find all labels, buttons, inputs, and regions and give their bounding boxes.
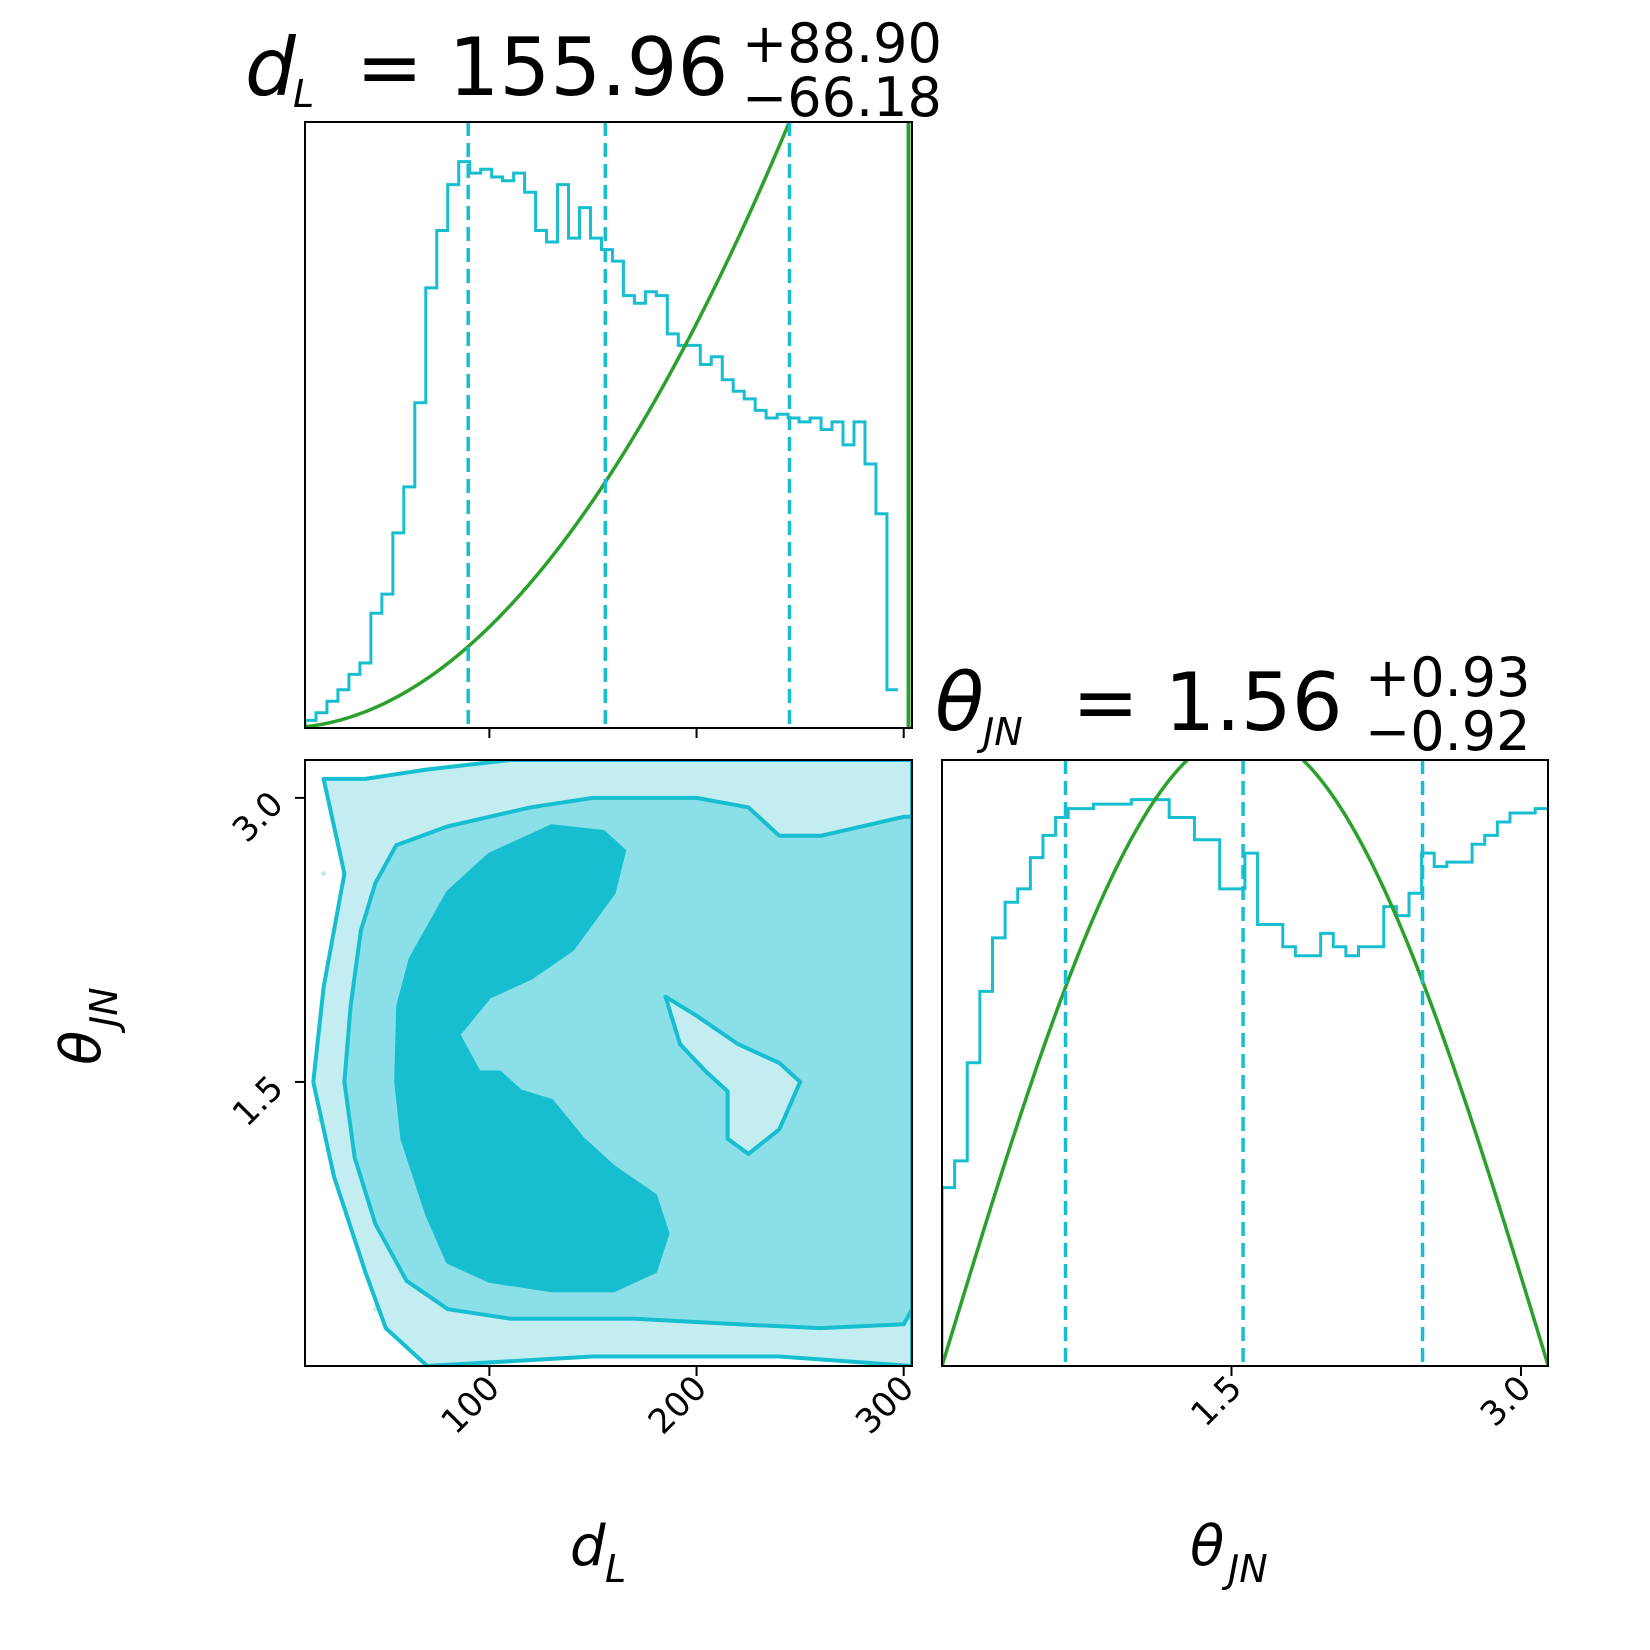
- title-theta-plus: +0.93: [1365, 646, 1530, 709]
- title-dL-symbol: d: [245, 21, 297, 114]
- x-axis-label-theta-sub: JN: [1221, 1547, 1268, 1591]
- theta-x-tick-label-1: 3.0: [1473, 1368, 1540, 1435]
- title-theta-minus: −0.92: [1365, 700, 1530, 763]
- title-dL: d L = 155.96 +88.90 −66.18: [245, 12, 942, 129]
- title-theta-symbol: θ: [935, 656, 984, 749]
- title-dL-value: = 155.96: [356, 21, 728, 114]
- theta-marginal-prior-curve: [942, 760, 1548, 1366]
- x-axis-label-dL: d L: [570, 1514, 626, 1591]
- theta-marginal-histogram: [942, 798, 1548, 1366]
- theta-y-tick-label-1: 3.0: [225, 784, 292, 851]
- title-theta-value: = 1.56: [1072, 656, 1343, 749]
- contour-plot-area: [311, 760, 912, 1366]
- contour-frame: [304, 759, 913, 1367]
- title-dL-minus: −66.18: [742, 66, 942, 129]
- y-axis-label-theta-sub: JN: [82, 987, 126, 1034]
- title-dL-plus: +88.90: [742, 12, 942, 75]
- title-theta-sub: JN: [976, 710, 1023, 754]
- dL-marginal-histogram: [305, 160, 898, 728]
- scatter-point-0: [321, 871, 327, 877]
- contour-inner-hole: [663, 994, 803, 1156]
- y-axis-label-theta: θ JN: [49, 987, 126, 1065]
- contour-level-inner: [394, 824, 670, 1293]
- theta-marginal-plot-area: [942, 760, 1548, 1366]
- dL-marginal-plot-area: [305, 122, 911, 728]
- x-axis-label-dL-sub: L: [605, 1547, 626, 1591]
- theta-marginal-frame: [941, 759, 1549, 1367]
- x-axis-label-theta: θ JN: [1190, 1514, 1268, 1591]
- dL-theta-2d-panel: 100 200 300 1.5 3.0: [225, 759, 922, 1442]
- theta-marginal-panel: 1.5 3.0: [941, 759, 1549, 1435]
- title-dL-sub: L: [293, 72, 314, 116]
- dL-x-tick-label-1: 200: [641, 1368, 715, 1442]
- x-axis-label-theta-symbol: θ: [1190, 1514, 1224, 1579]
- title-theta: θ JN = 1.56 +0.93 −0.92: [935, 646, 1530, 763]
- dL-marginal-prior-curve: [305, 122, 792, 728]
- x-axis-label-dL-symbol: d: [570, 1514, 606, 1579]
- dL-marginal-frame: [304, 121, 913, 729]
- theta-x-tick-label-0: 1.5: [1183, 1368, 1250, 1435]
- theta-y-tick-label-0: 1.5: [225, 1068, 292, 1135]
- dL-x-tick-label-2: 300: [848, 1368, 922, 1442]
- y-axis-label-theta-symbol: θ: [49, 1031, 114, 1065]
- dL-marginal-panel: [304, 121, 913, 738]
- dL-x-tick-label-0: 100: [434, 1368, 508, 1442]
